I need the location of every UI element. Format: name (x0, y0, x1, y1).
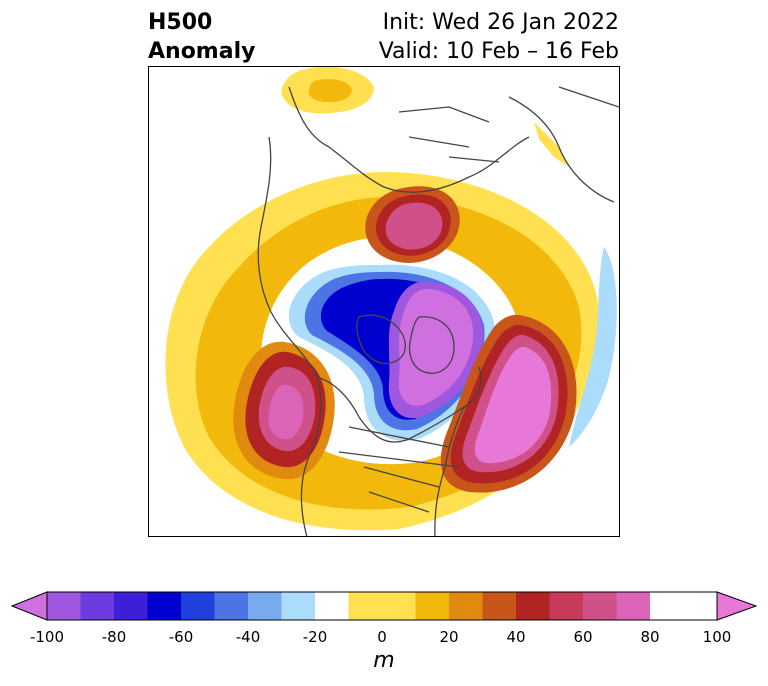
colorbar-tick-label: 80 (640, 628, 660, 646)
colorbar-segment (147, 592, 181, 620)
colorbar-segment (449, 592, 483, 620)
forecast-dates: Init: Wed 26 Jan 2022 Valid: 10 Feb – 16… (379, 8, 619, 66)
colorbar-tick-label: 100 (702, 628, 732, 646)
colorbar-segment (482, 592, 516, 620)
colorbar-tick-label: -60 (168, 628, 194, 646)
colorbar-tick-label: -100 (29, 628, 65, 646)
colorbar (10, 591, 758, 621)
colorbar-tick-label: 0 (377, 628, 387, 646)
colorbar-segment (616, 592, 650, 620)
colorbar-tick-label: -40 (235, 628, 261, 646)
title-line-1: H500 (148, 10, 213, 35)
colorbar-extend-min (10, 591, 48, 621)
colorbar-segment (114, 592, 148, 620)
anomaly-map (148, 66, 620, 537)
colorbar-tick-label: 20 (439, 628, 459, 646)
colorbar-segment (248, 592, 282, 620)
colorbar-segment (80, 592, 114, 620)
anomaly-shading (149, 67, 617, 531)
colorbar-tick-label: 60 (573, 628, 593, 646)
colorbar-segment (415, 592, 449, 620)
colorbar-outline (46, 591, 718, 621)
colorbar-extend-max (716, 591, 758, 621)
init-date: Init: Wed 26 Jan 2022 (382, 10, 619, 35)
title-line-2: Anomaly (148, 39, 256, 64)
colorbar-segment (47, 592, 81, 620)
colorbar-tick-label: -80 (101, 628, 127, 646)
colorbar-segment (181, 592, 215, 620)
colorbar-segment (549, 592, 583, 620)
coastlines (257, 86, 619, 536)
colorbar-segment (516, 592, 550, 620)
colorbar-segment (583, 592, 617, 620)
map-title: H500 Anomaly (148, 8, 255, 66)
colorbar-unit: m (373, 648, 395, 673)
colorbar-ticks: -100 -80 -60 -40 -20 0 20 40 60 80 100 (0, 628, 768, 648)
colorbar-segment (281, 592, 315, 620)
colorbar-tick-label: -20 (302, 628, 328, 646)
colorbar-tick-label: 40 (506, 628, 526, 646)
colorbar-segment (315, 592, 349, 620)
valid-range: Valid: 10 Feb – 16 Feb (378, 39, 619, 64)
colorbar-segment (348, 592, 416, 620)
colorbar-segment (214, 592, 248, 620)
